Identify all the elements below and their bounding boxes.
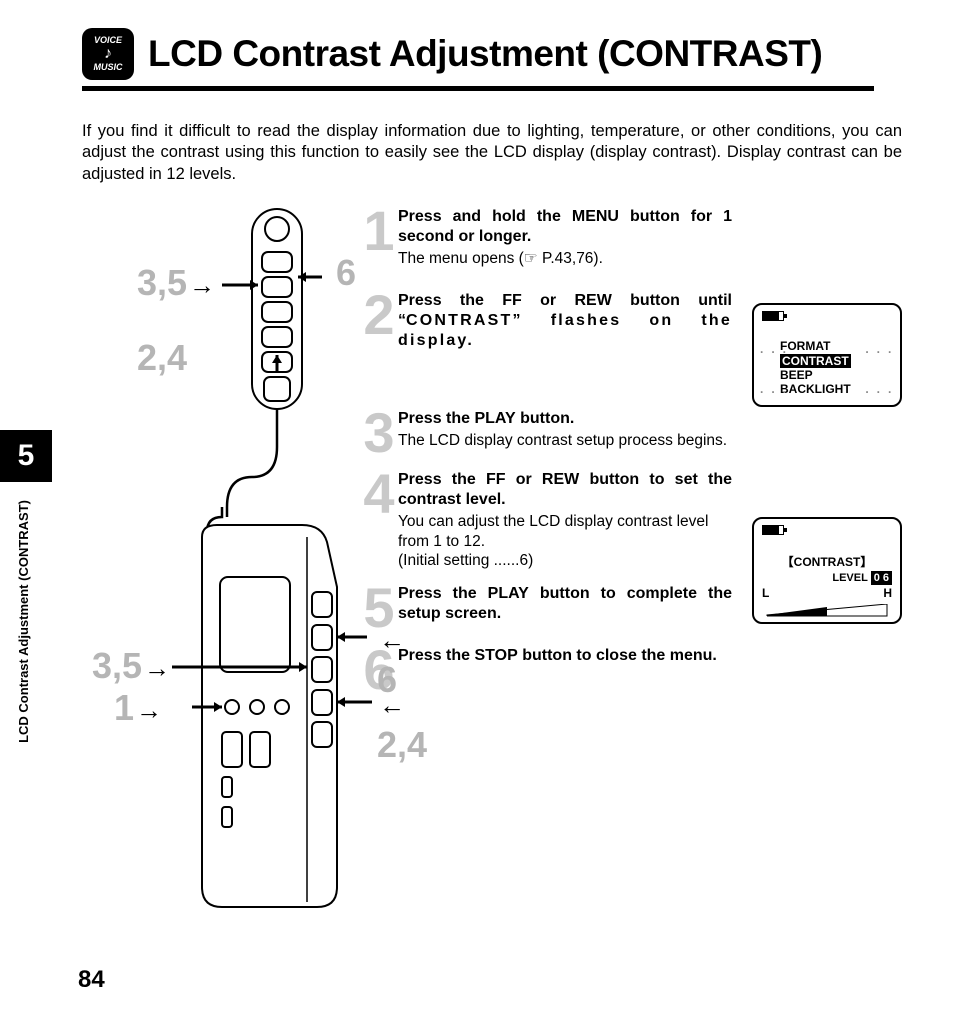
step-number: 3 (362, 409, 396, 457)
lcd-level-value: 0 6 (871, 571, 892, 585)
step-subtext: The LCD display contrast setup process b… (398, 431, 732, 450)
device-diagram: 3,5→ 2,4 6 3,5→ 1→ ←6 ←2,4 (82, 207, 342, 927)
intro-paragraph: If you find it difficult to read the dis… (82, 121, 902, 185)
page-title: LCD Contrast Adjustment (CONTRAST) (148, 33, 822, 75)
vertical-section-title: LCD Contrast Adjustment (CONTRAST) (16, 500, 31, 743)
step: 3Press the PLAY button. The LCD display c… (362, 409, 732, 457)
step: 4Press the FF or REW button to set the c… (362, 470, 732, 570)
step-heading: Press the FF or REW button until “CONTRA… (398, 291, 732, 351)
arrow-left-icon: ← (379, 690, 405, 721)
callout-text: 3,5 (137, 262, 187, 303)
step-body: Press the PLAY button. The LCD display co… (398, 409, 732, 450)
callout-text: 1 (114, 687, 134, 728)
step-heading: Press the PLAY button. (398, 409, 732, 429)
step-body: Press the FF or REW button to set the co… (398, 470, 732, 570)
logo-bottom: MUSIC (94, 63, 123, 72)
lcd-contrast-screen: 【CONTRAST】 LEVEL 0 6 L H (752, 517, 902, 624)
step-number: 2 (362, 291, 396, 339)
music-note-icon: ♪ (104, 46, 112, 62)
step-heading: Press the FF or REW button to set the co… (398, 470, 732, 510)
callout-remote-24: 2,4 (137, 337, 187, 379)
step-number: 1 (362, 207, 396, 255)
chapter-tab: 5 (0, 430, 52, 482)
lcd-low: L (762, 586, 769, 600)
page-number: 84 (78, 966, 105, 994)
callout-remote-6: 6 (336, 252, 356, 294)
step-subtext: The menu opens (☞ P.43,76). (398, 249, 732, 268)
arrow-right-icon: → (189, 270, 215, 301)
voice-music-logo-icon: VOICE ♪ MUSIC (82, 28, 134, 80)
battery-icon (762, 311, 784, 321)
logo-top: VOICE (94, 36, 122, 45)
arrow-right-icon: → (136, 695, 162, 726)
step-heading: Press and hold the MENU button for 1 sec… (398, 207, 732, 247)
callout-text: 2,4 (377, 724, 427, 765)
callout-device-1: 1→ (114, 687, 164, 729)
step-body: Press the PLAY button to complete the se… (398, 584, 732, 624)
step: 1Press and hold the MENU button for 1 se… (362, 207, 732, 268)
lcd-level-label: LEVEL (832, 572, 867, 584)
callout-remote-35: 3,5→ (137, 262, 217, 304)
step-body: Press the STOP button to close the menu. (398, 646, 732, 666)
title-underline (82, 86, 874, 91)
callout-device-35: 3,5→ (92, 645, 172, 687)
step: 5Press the PLAY button to complete the s… (362, 584, 732, 632)
callout-device-24: ←2,4 (377, 682, 427, 766)
lcd-menu-item: BEEP (780, 368, 892, 382)
arrow-right-icon: → (144, 653, 170, 684)
steps-list: 1Press and hold the MENU button for 1 se… (362, 207, 732, 927)
content-row: 3,5→ 2,4 6 3,5→ 1→ ←6 ←2,4 1Press and ho… (82, 207, 904, 927)
voice-recorder-icon (172, 507, 372, 927)
battery-icon (762, 525, 784, 535)
lcd-contrast-label: 【CONTRAST】 (762, 553, 892, 570)
manual-page: VOICE ♪ MUSIC LCD Contrast Adjustment (C… (0, 0, 954, 1022)
step-heading: Press the STOP button to close the menu. (398, 646, 732, 666)
step-body: Press and hold the MENU button for 1 sec… (398, 207, 732, 268)
step-subtext: You can adjust the LCD display contrast … (398, 512, 732, 570)
title-row: VOICE ♪ MUSIC LCD Contrast Adjustment (C… (82, 28, 904, 80)
step: 2Press the FF or REW button until “CONTR… (362, 291, 732, 351)
lcd-menu-screen: · · · · · · · · · · · · FORMATCONTRASTBE… (752, 303, 902, 407)
lcd-screens: · · · · · · · · · · · · FORMATCONTRASTBE… (752, 207, 912, 927)
callout-text: 3,5 (92, 645, 142, 686)
lcd-level-bar-icon (762, 604, 892, 614)
lcd-high: H (883, 586, 892, 600)
remote-controller-icon (222, 207, 332, 517)
arrow-left-icon: ← (379, 625, 405, 656)
step-body: Press the FF or REW button until “CONTRA… (398, 291, 732, 351)
step-heading: Press the PLAY button to complete the se… (398, 584, 732, 624)
